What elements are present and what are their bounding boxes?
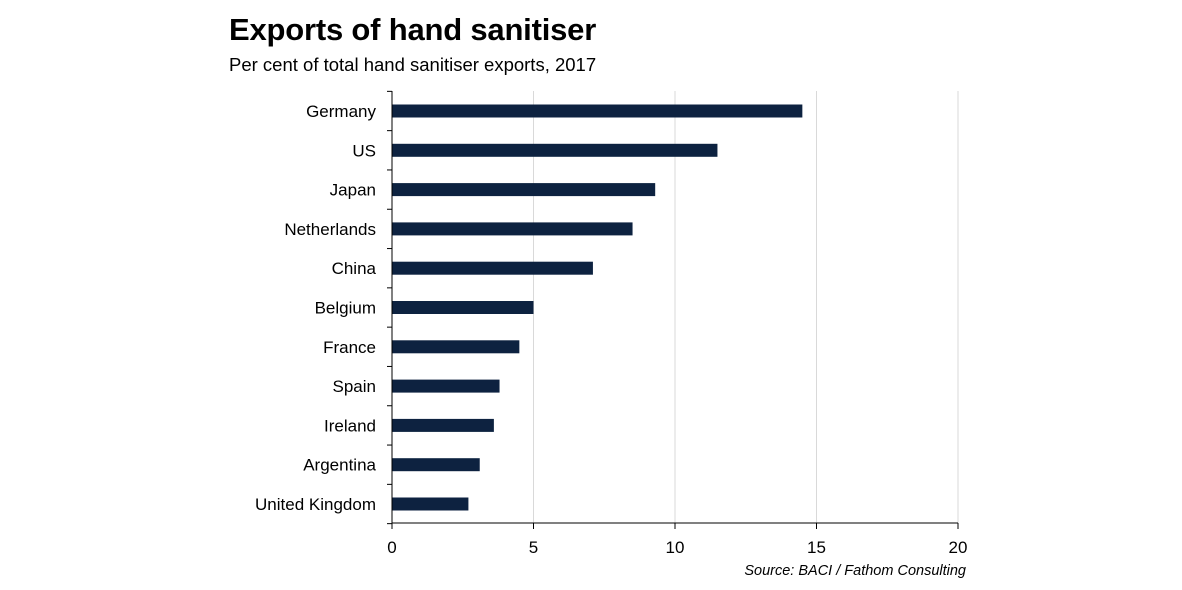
bars bbox=[392, 104, 803, 511]
category-label: Germany bbox=[306, 102, 376, 121]
category-label: Spain bbox=[333, 377, 376, 396]
bar-us bbox=[392, 143, 718, 157]
bar-spain bbox=[392, 379, 500, 393]
x-tick-label: 10 bbox=[666, 538, 685, 557]
category-label: Argentina bbox=[303, 456, 376, 475]
category-label: Netherlands bbox=[284, 220, 376, 239]
x-tick-label: 20 bbox=[949, 538, 968, 557]
axes bbox=[387, 90, 959, 529]
bar-japan bbox=[392, 183, 656, 197]
bar-china bbox=[392, 261, 593, 275]
bar-ireland bbox=[392, 418, 494, 432]
category-label: Ireland bbox=[324, 416, 376, 435]
bar-france bbox=[392, 340, 520, 354]
x-tick-label: 0 bbox=[387, 538, 396, 557]
bar-netherlands bbox=[392, 222, 633, 236]
chart-title: Exports of hand sanitiser bbox=[229, 12, 597, 47]
labels: Germany US Japan Netherlands China Belgium Fra… bbox=[255, 102, 967, 557]
category-label: China bbox=[332, 259, 377, 278]
category-label: US bbox=[352, 141, 376, 160]
category-label: United Kingdom bbox=[255, 495, 376, 514]
x-tick-label: 15 bbox=[807, 538, 826, 557]
chart-subtitle: Per cent of total hand sanitiser exports… bbox=[229, 54, 597, 75]
chart-source: Source: BACI / Fathom Consulting bbox=[744, 563, 966, 579]
category-label: Belgium bbox=[315, 299, 376, 318]
bar-belgium bbox=[392, 301, 534, 314]
category-label: France bbox=[323, 338, 376, 357]
bar-germany bbox=[392, 104, 803, 118]
bar-argentina bbox=[392, 458, 480, 472]
x-tick-label: 5 bbox=[529, 538, 538, 557]
bar-united-kingdom bbox=[392, 497, 469, 511]
category-label: Japan bbox=[330, 181, 376, 200]
